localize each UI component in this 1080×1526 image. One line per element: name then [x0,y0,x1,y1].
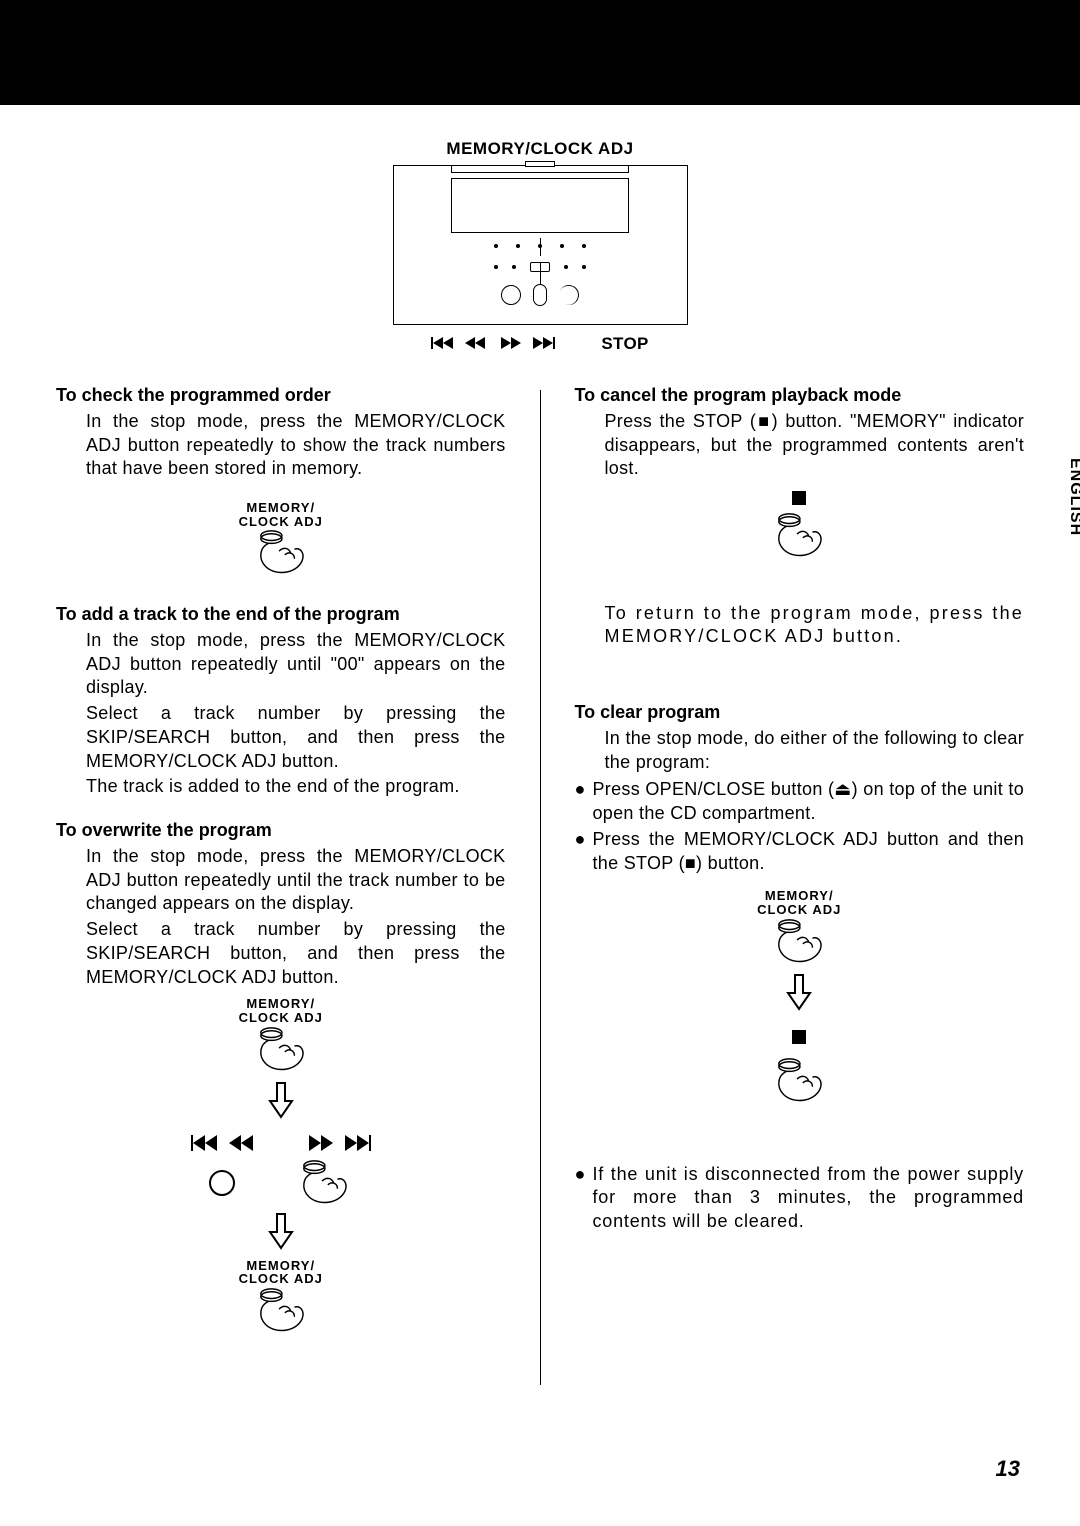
bullet-memory-stop: ●Press the MEMORY/CLOCK ADJ button and t… [575,828,1025,876]
bullet-open-close: ●Press OPEN/CLOSE button (⏏) on top of t… [575,778,1025,826]
stop-icon [792,1030,806,1044]
heading-add-track: To add a track to the end of the program [56,603,506,627]
heading-overwrite: To overwrite the program [56,819,506,843]
body-overwrite-1: In the stop mode, press the MEMORY/CLOCK… [86,845,506,916]
heading-cancel-playback: To cancel the program playback mode [575,384,1025,408]
bullet-power-disconnect: ●If the unit is disconnected from the po… [575,1163,1025,1234]
body-check-order: In the stop mode, press the MEMORY/CLOCK… [86,410,506,481]
press-memory-illustration-1: MEMORY/CLOCK ADJ [56,501,506,585]
left-column: To check the programmed order In the sto… [56,384,506,1385]
page-number: 13 [996,1456,1020,1482]
clear-sequence-illustration: MEMORY/CLOCK ADJ [575,889,1025,1112]
heading-check-order: To check the programmed order [56,384,506,408]
body-clear-intro: In the stop mode, do either of the follo… [605,727,1025,775]
device-bottom-label: STOP [56,334,1024,354]
press-stop-illustration [575,487,1025,568]
body-overwrite-2: Select a track number by pressing the SK… [86,918,506,989]
device-top-label: MEMORY/CLOCK ADJ [56,139,1024,159]
hand-press-icon [252,528,310,578]
body-add-track-2: Select a track number by pressing the SK… [86,702,506,773]
body-cancel-playback: Press the STOP (■) button. "MEMORY" indi… [605,410,1025,481]
column-divider [540,390,541,1385]
body-add-track-3: The track is added to the end of the pro… [86,775,506,799]
body-return-program: To return to the program mode, press the… [605,602,1025,650]
stop-icon [792,491,806,505]
overwrite-sequence-illustration: MEMORY/CLOCK ADJ MEMORY/CLOCK ADJ [56,997,506,1343]
body-add-track-1: In the stop mode, press the MEMORY/CLOCK… [86,629,506,700]
language-tab: ENGLISH [1066,458,1080,536]
right-column: To cancel the program playback mode Pres… [575,384,1025,1385]
heading-clear-program: To clear program [575,701,1025,725]
device-diagram [56,165,1024,330]
header-black-bar [0,0,1080,105]
